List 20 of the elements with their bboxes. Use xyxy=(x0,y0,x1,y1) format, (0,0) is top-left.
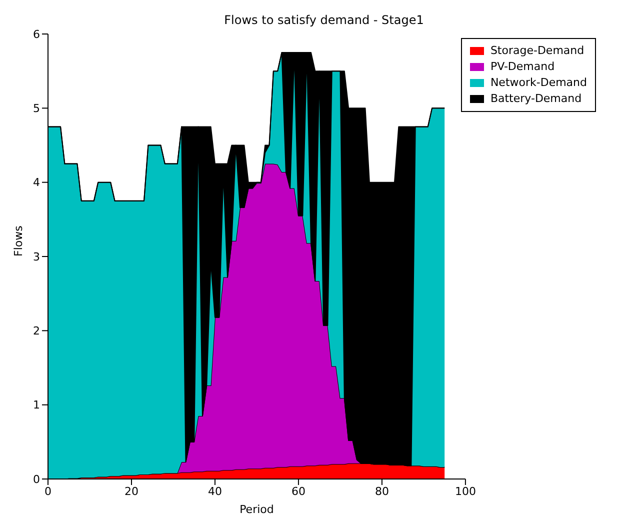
x-tick-label: 60 xyxy=(291,484,306,498)
y-tick-label: 2 xyxy=(33,324,40,338)
x-axis-title: Period xyxy=(240,503,274,516)
x-tick-label: 0 xyxy=(44,484,52,498)
y-tick-label: 6 xyxy=(33,28,40,41)
y-tick-label: 3 xyxy=(33,250,40,264)
legend-label: Network-Demand xyxy=(490,75,587,91)
legend-label: Storage-Demand xyxy=(490,43,584,59)
x-tick-label: 80 xyxy=(374,484,389,498)
x-tick-label: 40 xyxy=(208,484,222,498)
x-tick-label: 100 xyxy=(454,484,476,498)
y-axis-title: Flows xyxy=(12,225,25,256)
legend-label: PV-Demand xyxy=(490,59,555,75)
y-tick-label: 1 xyxy=(33,398,40,412)
legend-label: Battery-Demand xyxy=(490,91,582,107)
x-tick-label: 20 xyxy=(124,484,138,498)
y-tick-label: 5 xyxy=(33,102,40,116)
y-tick-label: 4 xyxy=(33,176,40,190)
y-tick-label: 0 xyxy=(33,472,40,486)
chart-title: Flows to satisfy demand - Stage1 xyxy=(224,13,424,27)
